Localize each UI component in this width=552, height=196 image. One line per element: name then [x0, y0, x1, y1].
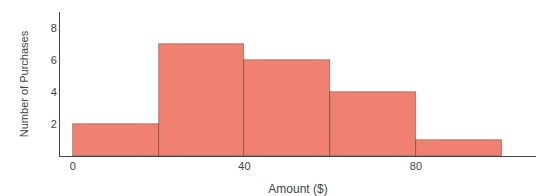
svg-text:8: 8	[51, 22, 57, 34]
svg-text:80: 80	[410, 160, 422, 172]
svg-text:40: 40	[238, 160, 250, 172]
svg-text:0: 0	[70, 160, 76, 172]
svg-text:6: 6	[51, 54, 57, 66]
svg-text:4: 4	[51, 86, 57, 98]
svg-text:2: 2	[51, 118, 57, 130]
svg-text:Number of Purchases: Number of Purchases	[18, 30, 30, 137]
svg-text:Amount ($): Amount ($)	[268, 182, 327, 196]
